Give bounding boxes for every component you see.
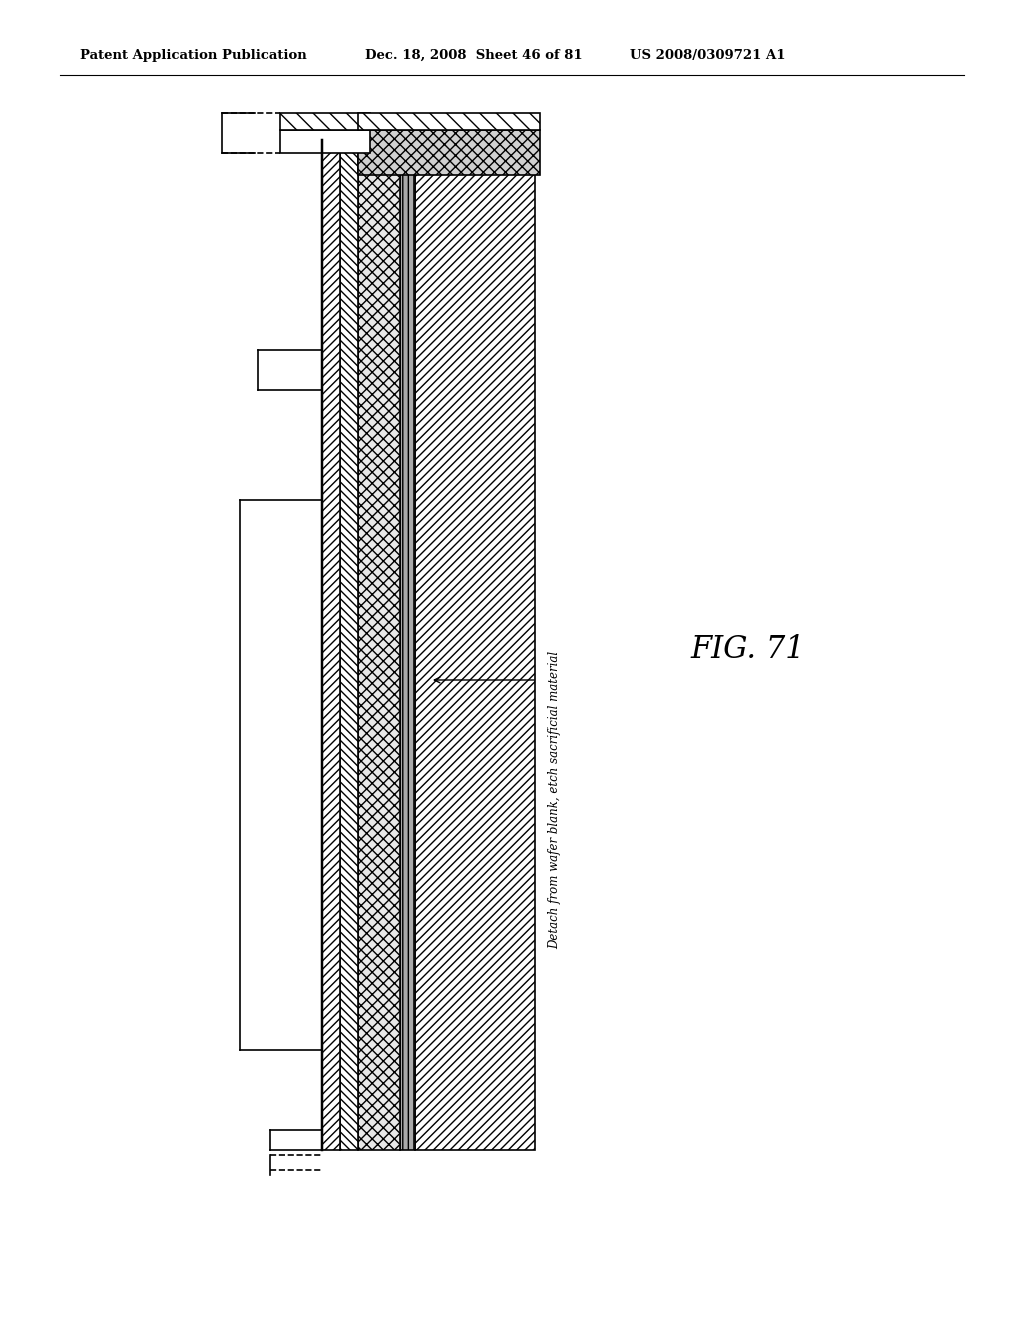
Bar [415, 140, 535, 1150]
Text: FIG. 71: FIG. 71 [690, 635, 805, 665]
Text: US 2008/0309721 A1: US 2008/0309721 A1 [630, 49, 785, 62]
Bar [358, 140, 400, 1150]
Bar [358, 129, 540, 176]
Bar [400, 140, 415, 1150]
Text: Detach from wafer blank, etch sacrificial material: Detach from wafer blank, etch sacrificia… [549, 651, 561, 949]
Text: Dec. 18, 2008  Sheet 46 of 81: Dec. 18, 2008 Sheet 46 of 81 [365, 49, 583, 62]
Text: Patent Application Publication: Patent Application Publication [80, 49, 307, 62]
Bar [280, 129, 370, 153]
Bar [358, 114, 540, 129]
Bar [280, 114, 370, 129]
Bar [322, 140, 340, 1150]
Bar [340, 140, 358, 1150]
